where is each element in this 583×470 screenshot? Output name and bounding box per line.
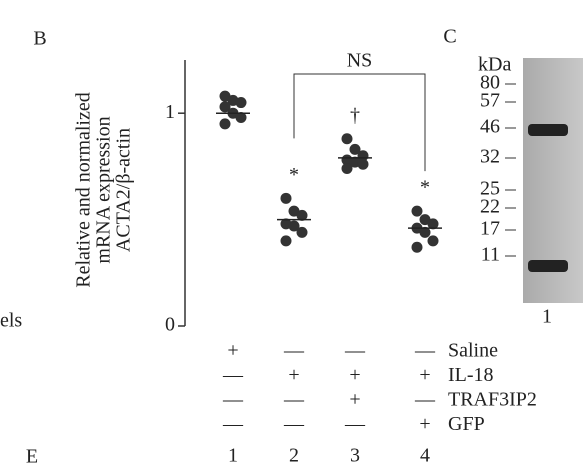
treatment-name: GFP <box>448 413 485 435</box>
marker-label: 32 <box>480 146 500 168</box>
lane-label: 1 <box>542 306 552 328</box>
marker-label: 22 <box>480 196 500 218</box>
band <box>528 260 568 272</box>
treatment-mark: — <box>344 340 366 362</box>
treatment-name: Saline <box>448 340 498 362</box>
dot <box>342 163 353 174</box>
marker-label: 46 <box>480 116 500 138</box>
x-tick-label: 3 <box>350 445 360 467</box>
panel-label: B <box>33 28 46 50</box>
marker-label: 17 <box>480 218 500 240</box>
dot <box>358 159 369 170</box>
annotation: * <box>420 177 430 199</box>
treatment-mark: — <box>222 389 244 411</box>
dot <box>412 242 423 253</box>
panel-label: C <box>443 26 456 48</box>
x-tick-label: 2 <box>289 445 299 467</box>
treatment-name: TRAF3IP2 <box>448 389 537 411</box>
treatment-mark: + <box>227 340 238 362</box>
dot <box>342 133 353 144</box>
treatment-mark: + <box>349 389 360 411</box>
treatment-mark: + <box>288 364 299 386</box>
y-axis-label: Relative and normalized <box>73 92 95 287</box>
treatment-mark: — <box>283 413 305 435</box>
marker-label: 11 <box>481 244 500 266</box>
treatment-mark: + <box>349 364 360 386</box>
dot <box>281 193 292 204</box>
y-tick-label: 0 <box>165 314 175 336</box>
dot <box>412 206 423 217</box>
treatment-name: IL-18 <box>448 364 494 386</box>
dot <box>428 235 439 246</box>
treatment-mark: — <box>283 389 305 411</box>
treatment-mark: — <box>414 389 436 411</box>
treatment-mark: — <box>283 340 305 362</box>
figure: B els E C kDa 1 01Relative and normalize… <box>0 0 583 470</box>
treatment-mark: — <box>222 364 244 386</box>
side-text: els <box>0 310 22 332</box>
band <box>528 124 568 136</box>
treatment-mark: + <box>419 364 430 386</box>
dot <box>297 227 308 238</box>
panel-label: E <box>26 446 38 468</box>
bracket-label: NS <box>347 50 373 72</box>
x-tick-label: 1 <box>228 445 238 467</box>
dot <box>281 235 292 246</box>
y-axis-label: mRNA expression <box>93 116 115 263</box>
treatment-mark: + <box>419 413 430 435</box>
annotation: † <box>350 104 360 126</box>
annotation: * <box>289 164 299 186</box>
dot <box>236 97 247 108</box>
y-tick-label: 1 <box>165 101 175 123</box>
dot <box>220 118 231 129</box>
treatment-mark: — <box>414 340 436 362</box>
treatment-mark: — <box>222 413 244 435</box>
treatment-mark: — <box>344 413 366 435</box>
y-axis-label: ACTA2/β-actin <box>113 128 135 252</box>
marker-label: 57 <box>480 90 500 112</box>
x-tick-label: 4 <box>420 445 430 467</box>
